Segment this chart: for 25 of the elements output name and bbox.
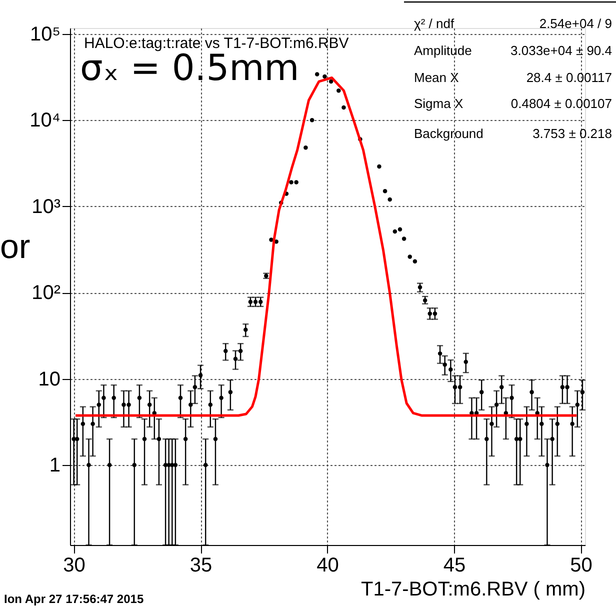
y-tick-label: 10² bbox=[32, 282, 61, 304]
x-tick-label: 40 bbox=[316, 554, 339, 576]
annotation: 28.4 ± 0.00117 bbox=[526, 70, 612, 85]
text: HALO:e:tag:t:rate vs T1-7-BOT:m6.RBV bbox=[84, 35, 349, 52]
x-tick-label: 50 bbox=[570, 554, 592, 576]
annotation: 0.4804 ± 0.00107 bbox=[510, 96, 612, 111]
annotation: Mean X bbox=[414, 70, 460, 85]
y-tick-label: 10 bbox=[38, 368, 60, 390]
annotation: χ² / ndf bbox=[414, 16, 454, 31]
x-axis-title: T1-7-BOT:m6.RBV ( mm) bbox=[361, 578, 586, 600]
annotation: 3.033e+04 ± 90.4 bbox=[510, 43, 612, 58]
x-tick-label: 45 bbox=[443, 554, 466, 576]
text: Ion Apr 27 17:56:47 2015 bbox=[4, 592, 144, 606]
annotation: Background bbox=[414, 126, 484, 141]
y-tick-label: 10⁴ bbox=[30, 110, 60, 132]
annotation: 3.753 ± 0.218 bbox=[532, 126, 612, 141]
y-tick-label: 1 bbox=[49, 454, 60, 476]
x-tick-label: 30 bbox=[63, 554, 86, 576]
y-tick-label: 10⁵ bbox=[30, 23, 60, 46]
annotation: Amplitude bbox=[414, 43, 472, 58]
y-tick-label: 10³ bbox=[32, 196, 61, 218]
x-tick-label: 35 bbox=[190, 554, 212, 576]
annotation: Sigma X bbox=[414, 96, 464, 111]
annotation: 2.54e+04 / 9 bbox=[539, 16, 612, 31]
text: or bbox=[0, 228, 30, 266]
